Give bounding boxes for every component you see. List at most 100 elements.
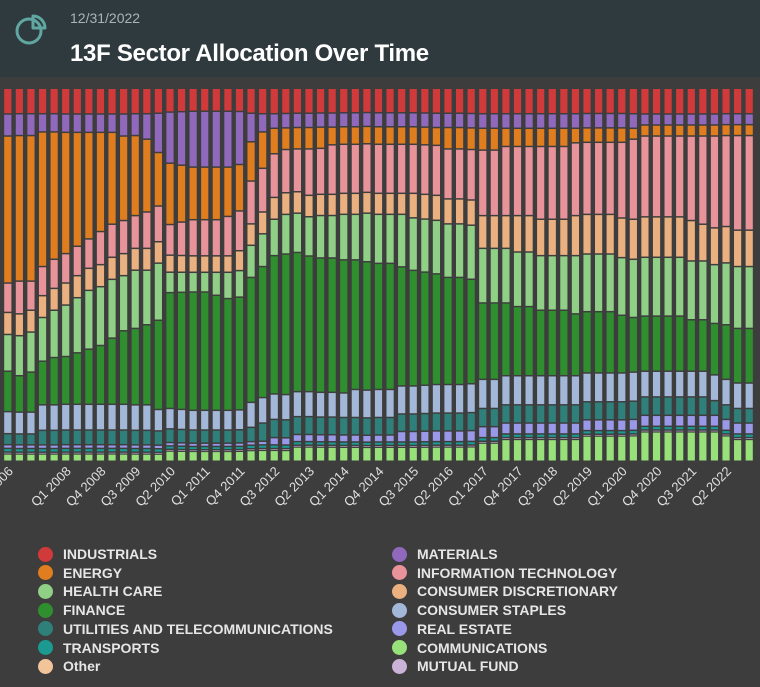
bar-segment-mutual-fund xyxy=(583,434,591,436)
bar-segment-mutual-fund xyxy=(108,452,116,454)
bar-segment-consumer-discretionary xyxy=(235,251,244,270)
bar-segment-consumer-staples xyxy=(386,390,394,417)
bar-segment-energy xyxy=(73,133,81,246)
bar-segment-mutual-fund xyxy=(120,452,128,454)
bar-segment-information-technology xyxy=(537,147,545,219)
bar-segment-energy xyxy=(548,129,556,146)
bar-segment-consumer-staples xyxy=(502,376,510,405)
legend-swatch xyxy=(38,583,53,599)
legend-item-industrials[interactable]: INDUSTRIALS xyxy=(38,545,157,563)
bar-segment-real-estate xyxy=(490,427,498,437)
legend-item-mutual-fund[interactable]: MUTUAL FUND xyxy=(392,657,519,675)
bar-segment-transports xyxy=(201,447,209,449)
legend-item-information-technology[interactable]: INFORMATION TECHNOLOGY xyxy=(392,564,617,582)
legend-item-finance[interactable]: FINANCE xyxy=(38,601,125,619)
legend-item-communications[interactable]: COMMUNICATIONS xyxy=(392,639,547,657)
bar-segment-communications xyxy=(537,440,545,461)
bar-segment-health-care xyxy=(652,258,661,316)
bar-segment-information-technology xyxy=(38,267,47,295)
bar-segment-transports xyxy=(38,449,47,452)
bar-segment-real-estate xyxy=(618,420,626,430)
bar-segment-communications xyxy=(734,440,742,461)
bar-segment-utilities-and-telecommunications xyxy=(571,405,580,423)
bar-segment-energy xyxy=(398,127,406,144)
bar-segment-consumer-discretionary xyxy=(734,230,742,266)
bar-segment-information-technology xyxy=(398,145,406,193)
bar-segment-materials xyxy=(120,114,128,136)
bar-segment-materials xyxy=(374,113,383,127)
bar-segment-transports xyxy=(73,449,81,452)
bar-segment-health-care xyxy=(108,280,116,338)
bar-segment-energy xyxy=(38,132,47,266)
bar-segment-health-care xyxy=(398,215,406,267)
bar-segment-communications xyxy=(177,451,186,461)
bar-segment-consumer-staples xyxy=(293,392,301,416)
legend-item-consumer-discretionary[interactable]: CONSUMER DISCRETIONARY xyxy=(392,582,618,600)
bar-segment-health-care xyxy=(235,271,244,297)
bar-segment-communications xyxy=(259,451,267,461)
bar-segment-consumer-discretionary xyxy=(502,216,510,248)
bar-segment-utilities-and-telecommunications xyxy=(560,405,568,423)
bar-segment-finance xyxy=(212,296,220,410)
bar-segment-health-care xyxy=(247,246,255,277)
bar-segment-communications xyxy=(282,451,290,461)
bar-segment-finance xyxy=(293,253,301,391)
bar-segment-industrials xyxy=(293,89,301,113)
bar-segment-consumer-discretionary xyxy=(676,217,684,257)
bar-segment-utilities-and-telecommunications xyxy=(687,397,695,415)
bar-segment-utilities-and-telecommunications xyxy=(154,431,162,445)
bar-segment-health-care xyxy=(177,272,186,292)
bar-segment-finance xyxy=(745,329,753,383)
bar-segment-materials xyxy=(143,114,151,139)
bar-segment-consumer-staples xyxy=(745,383,753,408)
bar-segment-mutual-fund xyxy=(734,438,742,439)
legend-item-consumer-staples[interactable]: CONSUMER STAPLES xyxy=(392,601,566,619)
bar-segment-transports xyxy=(166,446,174,449)
bar-segment-communications xyxy=(316,447,325,461)
legend-item-real-estate[interactable]: REAL ESTATE xyxy=(392,620,512,638)
legend-label: INFORMATION TECHNOLOGY xyxy=(417,564,618,581)
legend-label: TRANSPORTS xyxy=(63,639,160,656)
bar-segment-materials xyxy=(652,114,661,125)
bar-segment-materials xyxy=(722,114,730,124)
legend-item-health-care[interactable]: HEALTH CARE xyxy=(38,582,162,600)
bar-segment-energy xyxy=(363,127,371,144)
bar-segment-materials xyxy=(456,113,464,127)
legend-item-materials[interactable]: MATERIALS xyxy=(392,545,498,563)
legend-item-transports[interactable]: TRANSPORTS xyxy=(38,639,159,657)
bar-segment-consumer-discretionary xyxy=(73,276,81,297)
bar-segment-information-technology xyxy=(676,136,684,217)
bar-segment-energy xyxy=(27,136,35,281)
bar-segment-industrials xyxy=(38,89,47,113)
bar-segment-materials xyxy=(177,112,186,165)
bar-segment-mutual-fund xyxy=(409,446,417,447)
legend-item-other[interactable]: Other xyxy=(38,657,100,675)
legend-item-energy[interactable]: ENERGY xyxy=(38,564,122,582)
bar-segment-information-technology xyxy=(108,224,116,257)
bar-segment-consumer-staples xyxy=(571,376,580,405)
bar-segment-consumer-staples xyxy=(537,376,545,405)
bar-segment-consumer-staples xyxy=(4,412,12,433)
bar-segment-materials xyxy=(27,114,35,135)
bar-segment-utilities-and-telecommunications xyxy=(374,418,383,435)
bar-segment-materials xyxy=(606,114,614,128)
bar-segment-health-care xyxy=(583,254,591,311)
bar-segment-real-estate xyxy=(177,443,186,446)
bar-segment-utilities-and-telecommunications xyxy=(189,430,197,443)
bar-segment-transports xyxy=(15,449,23,452)
bar-segment-consumer-staples xyxy=(131,405,139,430)
bar-segment-utilities-and-telecommunications xyxy=(537,405,545,423)
bar-segment-consumer-staples xyxy=(259,398,267,423)
bar-segment-consumer-discretionary xyxy=(316,195,325,215)
bar-segment-real-estate xyxy=(4,445,12,448)
bar-segment-materials xyxy=(421,113,429,127)
bar-segment-consumer-discretionary xyxy=(618,218,626,257)
bar-segment-finance xyxy=(96,346,105,404)
legend-item-utilities-and-telecommunications[interactable]: UTILITIES AND TELECOMMUNICATIONS xyxy=(38,620,333,638)
bar-segment-consumer-staples xyxy=(305,392,313,416)
bar-segment-industrials xyxy=(571,89,580,113)
bar-segment-mutual-fund xyxy=(641,430,649,432)
bar-segment-real-estate xyxy=(374,435,383,442)
bar-segment-real-estate xyxy=(293,435,301,441)
bar-segment-transports xyxy=(571,434,580,437)
